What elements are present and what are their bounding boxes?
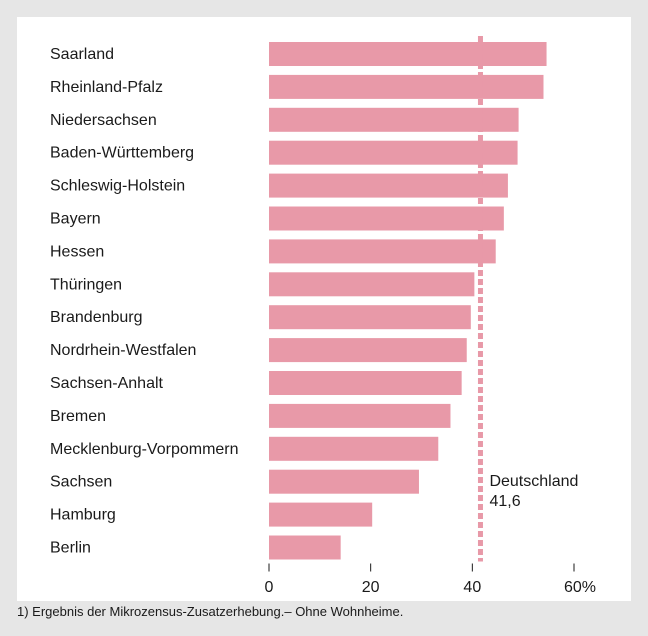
category-label: Brandenburg [50, 309, 143, 326]
footnote: 1) Ergebnis der Mikrozensus-Zusatzerhebu… [17, 604, 404, 619]
x-tick-label: 60% [564, 579, 596, 596]
category-label: Mecklenburg-Vorpommern [50, 441, 239, 458]
category-label: Berlin [50, 540, 91, 557]
bar [269, 74, 544, 99]
bar [269, 107, 519, 132]
category-label: Nordrhein-Westfalen [50, 342, 196, 359]
bar [269, 173, 508, 198]
x-tick-label: 20 [362, 579, 380, 596]
reference-label: Deutschland [489, 473, 578, 490]
category-label: Thüringen [50, 276, 122, 293]
bar [269, 502, 373, 527]
bar [269, 272, 475, 297]
category-label: Niedersachsen [50, 112, 157, 129]
bar [269, 469, 419, 494]
x-tick-label: 40 [463, 579, 481, 596]
bar [269, 206, 504, 231]
category-label: Rheinland-Pfalz [50, 79, 163, 96]
category-label: Saarland [50, 46, 114, 63]
bar [269, 338, 467, 363]
chart-panel: Saarland Rheinland-Pfalz Niedersachsen Bade… [17, 17, 631, 601]
bar [269, 140, 518, 165]
bar [269, 239, 496, 264]
category-label: Schleswig-Holstein [50, 178, 185, 195]
category-label: Baden-Württemberg [50, 145, 194, 162]
category-label: Sachsen [50, 474, 112, 491]
category-label: Sachsen-Anhalt [50, 375, 164, 392]
bar-chart: Saarland Rheinland-Pfalz Niedersachsen Bade… [50, 36, 596, 596]
category-label: Bayern [50, 211, 101, 228]
category-label: Bremen [50, 408, 106, 425]
bar [269, 305, 471, 330]
category-label: Hessen [50, 243, 104, 260]
bar [269, 42, 547, 66]
category-label: Hamburg [50, 507, 116, 524]
bar [269, 403, 451, 428]
x-tick-label: 0 [265, 579, 274, 596]
bar [269, 371, 462, 395]
bar [269, 436, 439, 461]
bar [269, 535, 341, 560]
reference-value-label: 41,6 [489, 493, 520, 510]
